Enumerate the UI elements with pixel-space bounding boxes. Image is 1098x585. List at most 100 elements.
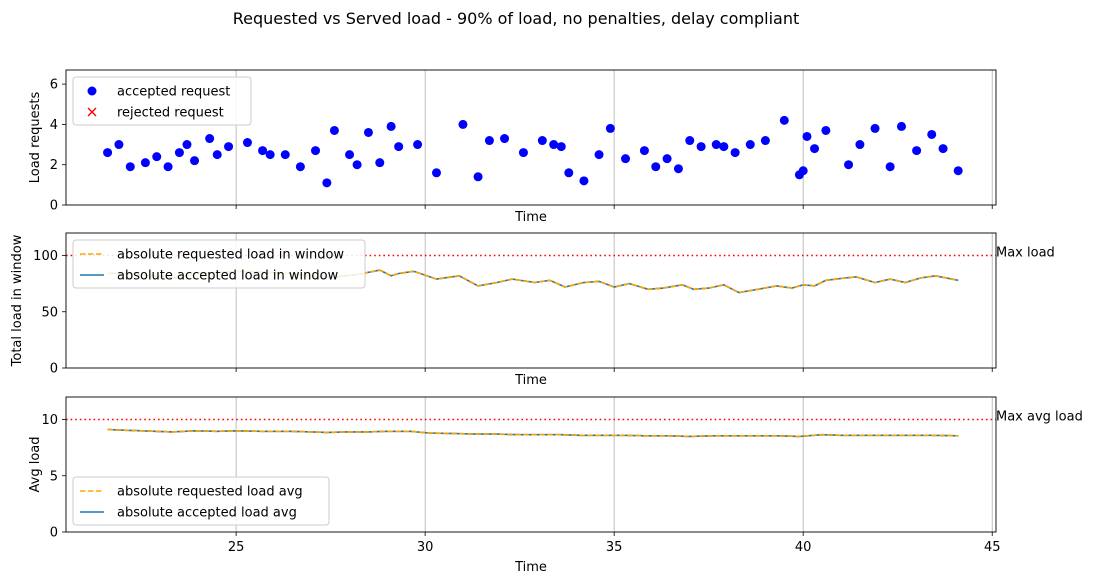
data-point: [352, 160, 362, 170]
plot-area: [103, 115, 963, 188]
data-point: [473, 172, 483, 182]
requested-series-line-overlay: [107, 428, 959, 438]
y-tick-label: 6: [50, 78, 58, 93]
data-point: [651, 162, 661, 172]
data-point: [556, 142, 566, 152]
data-point: [295, 162, 305, 172]
data-point: [711, 140, 721, 150]
legend: absolute requested load in window absolut…: [72, 239, 366, 289]
y-tick-label: 50: [41, 305, 58, 320]
data-point: [802, 131, 812, 141]
y-tick-label: 2: [50, 158, 58, 173]
data-point: [205, 134, 215, 144]
data-point: [190, 156, 200, 166]
data-point: [745, 140, 755, 150]
axes-frame: [65, 232, 997, 369]
x-axis-label: Time: [514, 210, 547, 225]
data-point: [537, 136, 547, 146]
data-point: [719, 142, 729, 152]
legend-box: [72, 239, 366, 289]
data-point: [152, 152, 162, 162]
legend: accepted request rejected request: [72, 76, 252, 126]
y-tick-label: 0: [50, 526, 58, 541]
data-point: [855, 140, 865, 150]
figure-title: Requested vs Served load - 90% of load, …: [233, 9, 799, 28]
legend-label: absolute accepted load avg: [117, 506, 297, 521]
data-point: [779, 115, 789, 125]
data-point: [386, 121, 396, 131]
data-point: [549, 140, 559, 150]
panel-load-requests: 0 2 4 6 Time Load requests accepted request rej…: [28, 69, 997, 225]
data-point: [594, 150, 604, 160]
x-tick-label: 25: [228, 540, 245, 555]
axes-frame: [65, 396, 997, 533]
data-point: [760, 136, 770, 146]
axes-frame: [65, 69, 997, 206]
data-point: [810, 144, 820, 154]
data-point: [912, 146, 922, 156]
data-point: [896, 121, 906, 131]
data-point: [662, 154, 672, 164]
data-point: [518, 148, 528, 158]
data-point: [258, 146, 268, 156]
legend-label: absolute requested load in window: [117, 248, 344, 263]
data-point: [938, 144, 948, 154]
data-point: [280, 150, 290, 160]
data-point: [579, 176, 589, 186]
y-tick-label: 5: [50, 469, 58, 484]
legend-label: absolute requested load avg: [117, 485, 303, 500]
data-point: [730, 148, 740, 158]
data-point: [500, 134, 510, 144]
plot-area: [107, 428, 959, 438]
data-point: [363, 127, 373, 137]
threshold-label: Max avg load: [996, 410, 1083, 425]
panel-total-load-window: 0 50 100 Time Total load in window Max load ab…: [10, 232, 1055, 388]
y-tick-label: 10: [41, 413, 58, 428]
data-point: [224, 142, 234, 152]
data-point: [621, 154, 631, 164]
y-tick-label: 4: [50, 118, 58, 133]
x-axis-label: Time: [514, 373, 547, 388]
data-point: [345, 150, 355, 160]
data-point: [484, 136, 494, 146]
legend-box: [72, 476, 330, 526]
data-point: [605, 123, 615, 133]
y-tick-label: 100: [33, 249, 58, 264]
y-tick-label: 0: [50, 362, 58, 377]
x-tick-label: 40: [795, 540, 812, 555]
y-axis-label: Load requests: [28, 92, 43, 184]
data-point: [140, 158, 150, 168]
data-point: [242, 138, 252, 148]
data-point: [696, 142, 706, 152]
legend-label: absolute accepted load in window: [117, 269, 339, 284]
y-axis-label: Avg load: [28, 437, 43, 493]
data-point: [375, 158, 385, 168]
legend-label: rejected request: [117, 106, 224, 121]
x-tick-label: 30: [417, 540, 434, 555]
data-point: [458, 119, 468, 129]
data-point: [265, 150, 275, 160]
data-point: [212, 150, 222, 160]
data-point: [885, 162, 895, 172]
data-point: [564, 168, 574, 178]
y-axis-label: Total load in window: [10, 234, 25, 367]
data-point: [798, 166, 808, 176]
panel-avg-load: 25 30 35 40 45 0 5 10 Time Avg load Max avg load ab…: [28, 396, 1083, 575]
legend: absolute requested load avg absolute acce…: [72, 476, 330, 526]
data-point: [639, 146, 649, 156]
data-point: [114, 140, 124, 150]
data-point: [329, 125, 339, 135]
data-point: [163, 162, 173, 172]
legend-label: accepted request: [117, 85, 230, 100]
legend-marker-dot: [87, 86, 97, 96]
data-point: [431, 168, 441, 178]
data-point: [322, 178, 332, 188]
y-tick-label: 0: [50, 199, 58, 214]
x-tick-label: 45: [984, 540, 1001, 555]
data-point: [413, 140, 423, 150]
data-point: [953, 166, 963, 176]
legend-marker-x: [87, 107, 97, 117]
data-point: [870, 123, 880, 133]
data-point: [685, 136, 695, 146]
